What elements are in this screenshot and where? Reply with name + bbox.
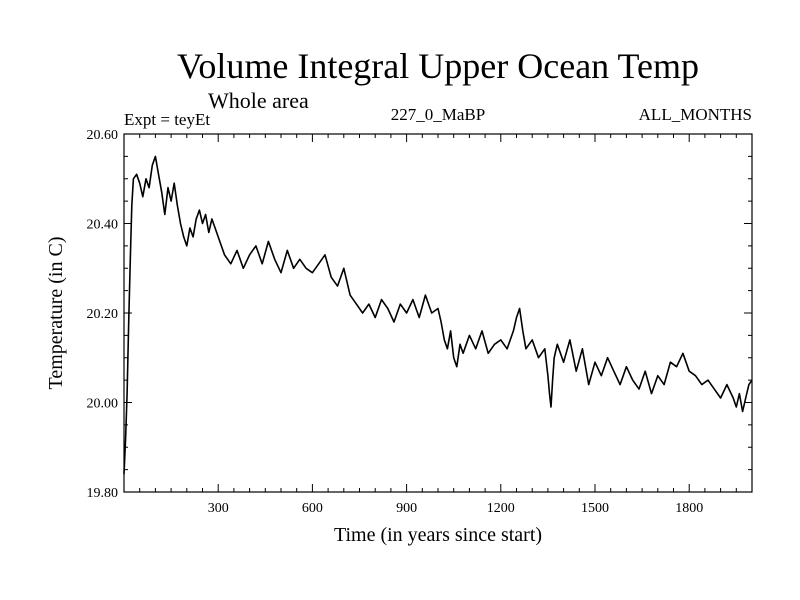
plot-frame <box>123 133 753 493</box>
x-tick-label: 1800 <box>675 501 703 516</box>
x-axis-label: Time (in years since start) <box>334 524 542 546</box>
x-axis-ticks <box>139 134 737 492</box>
x-tick-label: 900 <box>396 501 417 516</box>
x-tick-label: 600 <box>302 501 323 516</box>
y-tick-label: 20.20 <box>87 307 119 322</box>
x-tick-label: 1500 <box>581 501 609 516</box>
x-tick-label: 300 <box>208 501 229 516</box>
x-tick-label: 1200 <box>487 501 515 516</box>
y-axis-tick-labels: 19.80 20.00 20.20 20.40 20.60 <box>87 128 119 501</box>
x-axis-tick-labels: 300 600 900 1200 1500 1800 <box>208 501 704 516</box>
temperature-series-line <box>123 155 753 475</box>
y-axis-label: Temperature (in C) <box>45 237 67 390</box>
y-tick-label: 19.80 <box>87 486 119 501</box>
y-axis-ticks <box>124 155 752 471</box>
chart-title: Volume Integral Upper Ocean Temp <box>177 46 699 86</box>
chart-subtitle: Whole area <box>208 88 309 113</box>
months-label: ALL_MONTHS <box>639 105 752 124</box>
y-tick-label: 20.40 <box>87 218 119 233</box>
y-tick-label: 20.60 <box>87 128 119 143</box>
period-label: 227_0_MaBP <box>391 105 485 124</box>
experiment-label: Expt = teyEt <box>124 110 210 129</box>
y-tick-label: 20.00 <box>87 397 119 412</box>
